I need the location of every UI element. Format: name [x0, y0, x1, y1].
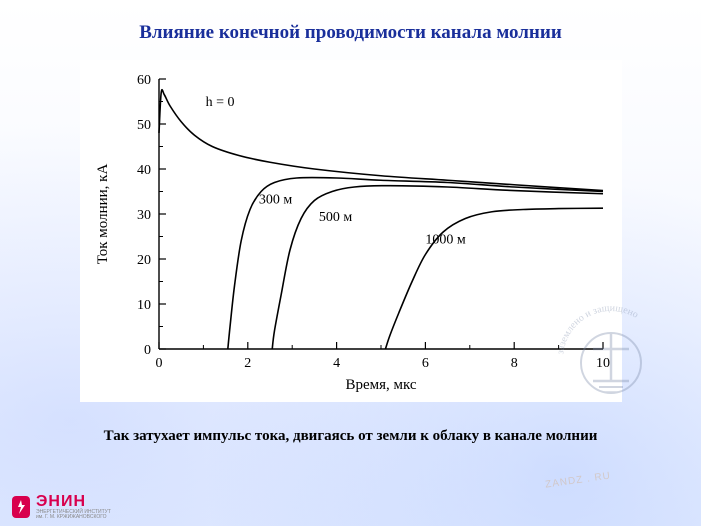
enin-logo: ЭНИН ЭНЕРГЕТИЧЕСКИЙ ИНСТИТУТ им. Г. М. К… [12, 494, 111, 520]
slide-caption: Так затухает импульс тока, двигаясь от з… [0, 428, 701, 445]
svg-text:6: 6 [422, 356, 429, 371]
svg-text:0: 0 [144, 343, 151, 358]
svg-text:2: 2 [244, 356, 251, 371]
enin-logo-brand: ЭНИН [36, 494, 111, 510]
svg-text:40: 40 [137, 163, 151, 178]
svg-text:Время, мкс: Время, мкс [345, 377, 416, 393]
slide-title: Влияние конечной проводимости канала мол… [0, 22, 701, 44]
svg-text:30: 30 [137, 208, 151, 223]
enin-logo-mark [12, 496, 30, 518]
svg-text:60: 60 [137, 73, 151, 88]
zandz-brand-text: ZANDZ . RU [544, 470, 611, 490]
svg-text:10: 10 [137, 298, 151, 313]
svg-text:20: 20 [137, 253, 151, 268]
svg-text:Ток молнии, кА: Ток молнии, кА [95, 164, 111, 265]
svg-text:10: 10 [596, 356, 610, 371]
svg-text:1000 м: 1000 м [425, 232, 466, 247]
lightning-current-chart: 0 2 4 6 8 10 0 10 20 30 40 50 60 Время, мкс Ток молнии… [80, 60, 622, 402]
enin-logo-sub2: им. Г. М. КРЖИЖАНОВСКОГО [36, 515, 111, 520]
svg-text:8: 8 [511, 356, 518, 371]
svg-text:4: 4 [333, 356, 340, 371]
svg-text:300 м: 300 м [259, 193, 293, 208]
svg-text:0: 0 [156, 356, 163, 371]
svg-text:h = 0: h = 0 [206, 95, 235, 110]
series-1000 м [385, 208, 603, 349]
svg-text:50: 50 [137, 118, 151, 133]
svg-text:500 м: 500 м [319, 210, 353, 225]
